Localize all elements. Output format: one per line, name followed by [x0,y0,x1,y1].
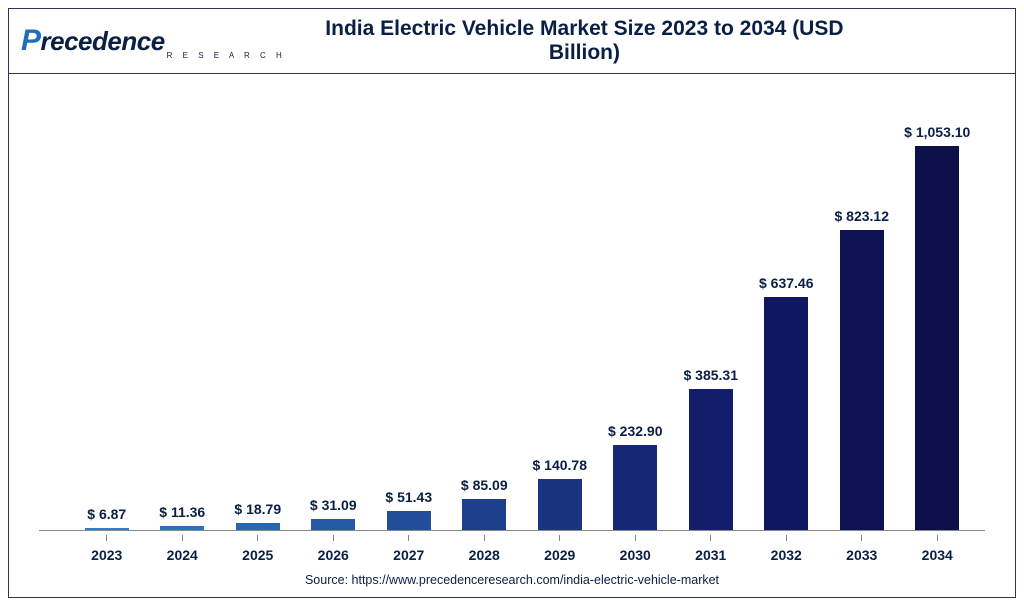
xtick-col: 2023 [69,535,145,563]
bar-value-label: $ 232.90 [608,423,663,439]
bar-value-label: $ 51.43 [385,489,432,505]
xtick-label: 2023 [69,547,145,563]
bar-col: $ 385.31 [673,92,749,530]
xtick-mark [559,535,560,541]
chart-title: India Electric Vehicle Market Size 2023 … [306,17,1003,65]
xtick-label: 2024 [145,547,221,563]
xtick-col: 2032 [749,535,825,563]
bar-value-label: $ 11.36 [159,504,205,520]
xtick-col: 2028 [447,535,523,563]
bar [236,523,280,530]
xtick-label: 2028 [447,547,523,563]
bar-col: $ 140.78 [522,92,598,530]
xtick-col: 2025 [220,535,296,563]
xtick-col: 2031 [673,535,749,563]
xtick-mark [635,535,636,541]
bar-col: $ 823.12 [824,92,900,530]
xtick-label: 2026 [296,547,372,563]
xtick-col: 2034 [900,535,976,563]
bar-value-label: $ 6.87 [87,506,126,522]
xtick-col: 2027 [371,535,447,563]
bar-value-label: $ 31.09 [310,497,357,513]
xtick-mark [106,535,107,541]
bar-col: $ 1,053.10 [900,92,976,530]
bar [689,389,733,530]
bar-col: $ 31.09 [296,92,372,530]
bar-col: $ 637.46 [749,92,825,530]
xtick-mark [408,535,409,541]
xtick-mark [861,535,862,541]
xtick-mark [333,535,334,541]
bar-col: $ 18.79 [220,92,296,530]
header: Precedence R E S E A R C H India Electri… [9,9,1015,74]
bar [840,230,884,530]
chart-body: $ 6.87 $ 11.36 $ 18.79 $ 31.09 $ 51.43 $ 85.0… [9,74,1015,597]
bar-col: $ 11.36 [145,92,221,530]
bar [85,528,129,531]
xtick-label: 2025 [220,547,296,563]
bar [764,297,808,530]
bar-value-label: $ 1,053.10 [904,124,970,140]
xtick-col: 2029 [522,535,598,563]
xtick-mark [257,535,258,541]
bar-value-label: $ 140.78 [533,457,588,473]
bar-col: $ 85.09 [447,92,523,530]
bars-group: $ 6.87 $ 11.36 $ 18.79 $ 31.09 $ 51.43 $ 85.0… [69,92,975,530]
bar-value-label: $ 823.12 [835,208,890,224]
xtick-mark [937,535,938,541]
xtick-col: 2030 [598,535,674,563]
xtick-col: 2033 [824,535,900,563]
x-axis: 2023202420252026202720282029203020312032… [69,531,975,563]
logo-subtext: R E S E A R C H [167,51,286,60]
xtick-mark [710,535,711,541]
xtick-label: 2033 [824,547,900,563]
logo-text: recedence [41,26,165,57]
chart-container: Precedence R E S E A R C H India Electri… [8,8,1016,598]
xtick-label: 2032 [749,547,825,563]
xtick-label: 2031 [673,547,749,563]
logo: Precedence R E S E A R C H [21,24,286,58]
bar-col: $ 6.87 [69,92,145,530]
bar-col: $ 51.43 [371,92,447,530]
bar [387,511,431,530]
bar [311,519,355,530]
bar [613,445,657,530]
bar-value-label: $ 637.46 [759,275,814,291]
xtick-col: 2024 [145,535,221,563]
xtick-label: 2030 [598,547,674,563]
xtick-col: 2026 [296,535,372,563]
bar-col: $ 232.90 [598,92,674,530]
source-citation: Source: https://www.precedenceresearch.c… [39,563,985,591]
xtick-label: 2034 [900,547,976,563]
bar [915,146,959,530]
bar-value-label: $ 85.09 [461,477,508,493]
xtick-mark [182,535,183,541]
plot-area: $ 6.87 $ 11.36 $ 18.79 $ 31.09 $ 51.43 $ 85.0… [39,92,985,531]
xtick-mark [786,535,787,541]
xtick-label: 2029 [522,547,598,563]
xtick-mark [484,535,485,541]
bar [538,479,582,530]
bar [160,526,204,530]
xtick-label: 2027 [371,547,447,563]
bar-value-label: $ 385.31 [684,367,739,383]
logo-mark: P [21,24,41,58]
bar [462,499,506,530]
bar-value-label: $ 18.79 [234,501,281,517]
